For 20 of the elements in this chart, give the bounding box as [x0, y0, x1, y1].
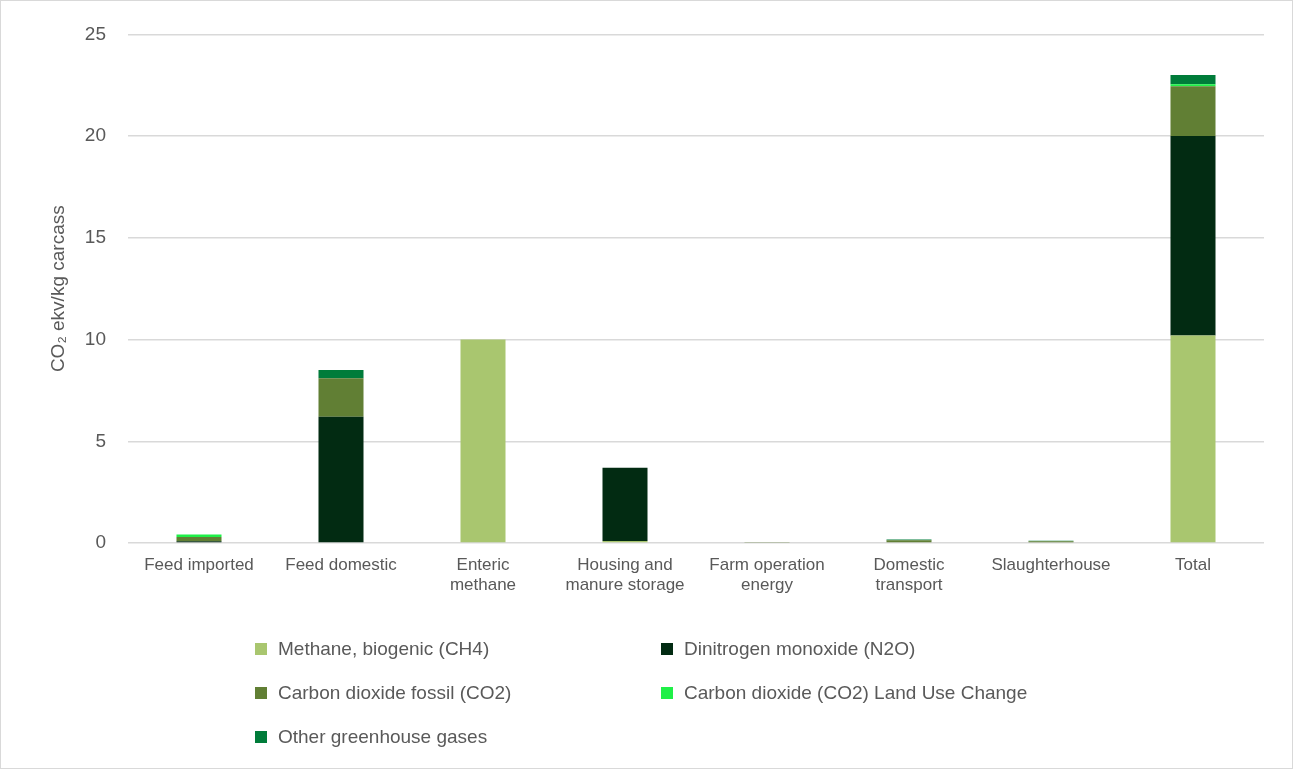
legend-label: Carbon dioxide (CO2) Land Use Change [684, 682, 1028, 704]
y-tick-label: 5 [95, 429, 106, 451]
y-tick-label: 25 [84, 22, 106, 44]
legend-label: Dinitrogen monoxide (N2O) [684, 638, 916, 660]
x-tick-label: Slaughterhouse [991, 554, 1111, 574]
legend-label: Carbon dioxide fossil (CO2) [278, 682, 512, 704]
x-tick-label: Feed imported [144, 554, 254, 574]
x-tick-label: Housing and manure storage [565, 554, 685, 595]
legend-label: Other greenhouse gases [278, 726, 488, 748]
y-tick-label: 15 [84, 226, 106, 248]
x-tick-label: Feed domestic [285, 554, 398, 574]
x-tick-label: Farm operation energy [709, 554, 825, 595]
legend-label: Methane, biogenic (CH4) [278, 638, 490, 660]
x-tick-label: Domestic transport [873, 554, 945, 595]
y-tick-label: 0 [95, 531, 106, 553]
y-tick-label: 20 [84, 124, 106, 146]
x-tick-label: Total [1175, 554, 1211, 574]
y-tick-label: 10 [84, 327, 106, 349]
y-axis-title: CO₂ ekv/kg carcass [46, 205, 68, 373]
x-tick-label: Enteric methane [449, 554, 517, 595]
